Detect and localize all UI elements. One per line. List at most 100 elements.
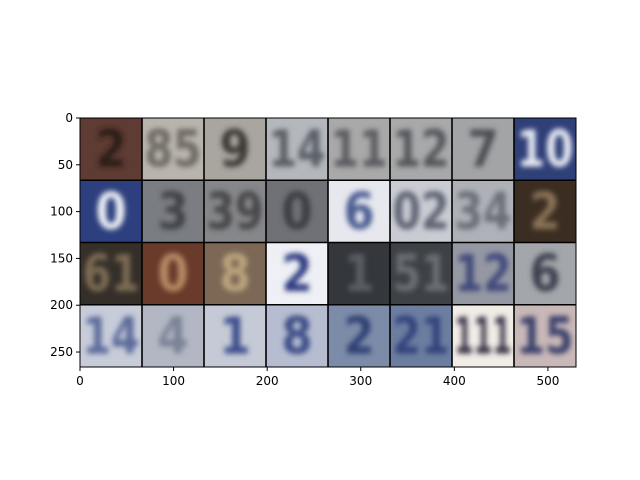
tile-background <box>142 242 204 305</box>
x-tick-label: 200 <box>256 374 279 388</box>
image-tile: 39 <box>204 180 266 243</box>
image-tile: 15 <box>514 304 576 367</box>
tile-digits: 11 <box>330 121 387 180</box>
tile-digits: 0 <box>95 183 126 242</box>
image-tile: 2 <box>328 304 390 367</box>
axes-frame <box>79 117 577 368</box>
image-tile: 85 <box>142 118 204 181</box>
image-tile: 2 <box>80 118 142 181</box>
image-tile: 7 <box>452 118 514 181</box>
tile-background <box>204 304 266 367</box>
tile-background <box>390 242 452 305</box>
tile-background <box>452 242 514 305</box>
tile-background <box>142 304 204 367</box>
tile-background <box>514 180 576 243</box>
image-tile: 3 <box>142 180 204 243</box>
x-axis: 0 100 200 300 400 500 <box>76 367 559 388</box>
image-tile: 2 <box>266 242 328 305</box>
tile-background <box>80 242 142 305</box>
tile-digits: 9 <box>219 121 250 180</box>
tile-digits: 34 <box>454 183 511 242</box>
image-tile: 1 <box>204 304 266 367</box>
y-tick-label: 200 <box>50 298 73 312</box>
tile-digits: 8 <box>281 307 312 366</box>
tile-digits: 21 <box>392 307 449 366</box>
tile-background <box>142 180 204 243</box>
x-tick-label: 300 <box>349 374 372 388</box>
tile-background <box>142 118 204 181</box>
image-tile: 61 <box>80 242 142 305</box>
tile-digits: 39 <box>206 183 263 242</box>
image-tile: 0 <box>142 242 204 305</box>
tile-background <box>204 242 266 305</box>
tile-digits: 2 <box>95 121 126 180</box>
x-tick-label: 0 <box>76 374 84 388</box>
tile-background <box>328 242 390 305</box>
image-tile: 8 <box>266 304 328 367</box>
tile-digits: 85 <box>144 121 201 180</box>
image-tile: 0 <box>80 180 142 243</box>
tile-background <box>328 180 390 243</box>
image-tile: 11 <box>328 118 390 181</box>
tile-digits: 14 <box>268 121 325 180</box>
tile-digits: 7 <box>467 121 498 180</box>
tile-background <box>390 304 452 367</box>
tile-background <box>80 304 142 367</box>
y-tick-label: 50 <box>58 158 73 172</box>
image-tile: 9 <box>204 118 266 181</box>
tile-background <box>328 304 390 367</box>
tile-background <box>204 180 266 243</box>
image-tile: 111 <box>452 304 514 367</box>
tile-digits: 0 <box>157 245 188 304</box>
tile-digits: 51 <box>392 245 449 304</box>
tile-digits: 0 <box>281 183 312 242</box>
tile-background <box>452 118 514 181</box>
tile-background <box>266 180 328 243</box>
tile-background <box>266 118 328 181</box>
tile-grid-lines <box>80 118 576 367</box>
x-tick-label: 500 <box>536 374 559 388</box>
y-tick-label: 0 <box>65 111 73 125</box>
tile-background <box>266 304 328 367</box>
image-tile: 2 <box>514 180 576 243</box>
tile-digits: 10 <box>516 121 573 180</box>
tile-background <box>80 180 142 243</box>
image-tile: 02 <box>390 180 452 243</box>
tile-digits: 61 <box>82 245 139 304</box>
image-tile: 51 <box>390 242 452 305</box>
y-tick-label: 150 <box>50 251 73 265</box>
image-tile: 6 <box>514 242 576 305</box>
image-tile: 12 <box>452 242 514 305</box>
image-tile: 14 <box>266 118 328 181</box>
y-axis: 0 50 100 150 200 250 <box>50 111 80 359</box>
tile-background <box>204 118 266 181</box>
tile-digits: 6 <box>529 245 560 304</box>
tile-background <box>514 118 576 181</box>
tile-digits: 12 <box>392 121 449 180</box>
tile-digits: 1 <box>219 307 250 366</box>
tile-background <box>266 242 328 305</box>
tile-digits: 2 <box>529 183 560 242</box>
tile-background <box>390 118 452 181</box>
tile-background <box>452 180 514 243</box>
image-tile: 21 <box>390 304 452 367</box>
x-tick-label: 400 <box>443 374 466 388</box>
image-tile: 10 <box>514 118 576 181</box>
tile-digits: 02 <box>392 183 449 242</box>
tile-digits: 14 <box>82 307 139 366</box>
image-tile: 14 <box>80 304 142 367</box>
image-tile: 4 <box>142 304 204 367</box>
y-tick-label: 100 <box>50 205 73 219</box>
tile-background <box>514 304 576 367</box>
tile-digits: 15 <box>516 307 573 366</box>
tile-digits: 12 <box>454 245 511 304</box>
tile-digits: 6 <box>343 183 374 242</box>
tile-digits: 3 <box>157 183 188 242</box>
x-tick-label: 100 <box>162 374 185 388</box>
image-tiles: 2 85 9 14 11 12 7 100 3 39 0 6 02 34 261 0 8 2 1 51 12 614 4 1 8… <box>80 118 576 367</box>
image-tile: 0 <box>266 180 328 243</box>
image-tile: 8 <box>204 242 266 305</box>
tile-background <box>514 242 576 305</box>
tile-background <box>452 304 514 367</box>
